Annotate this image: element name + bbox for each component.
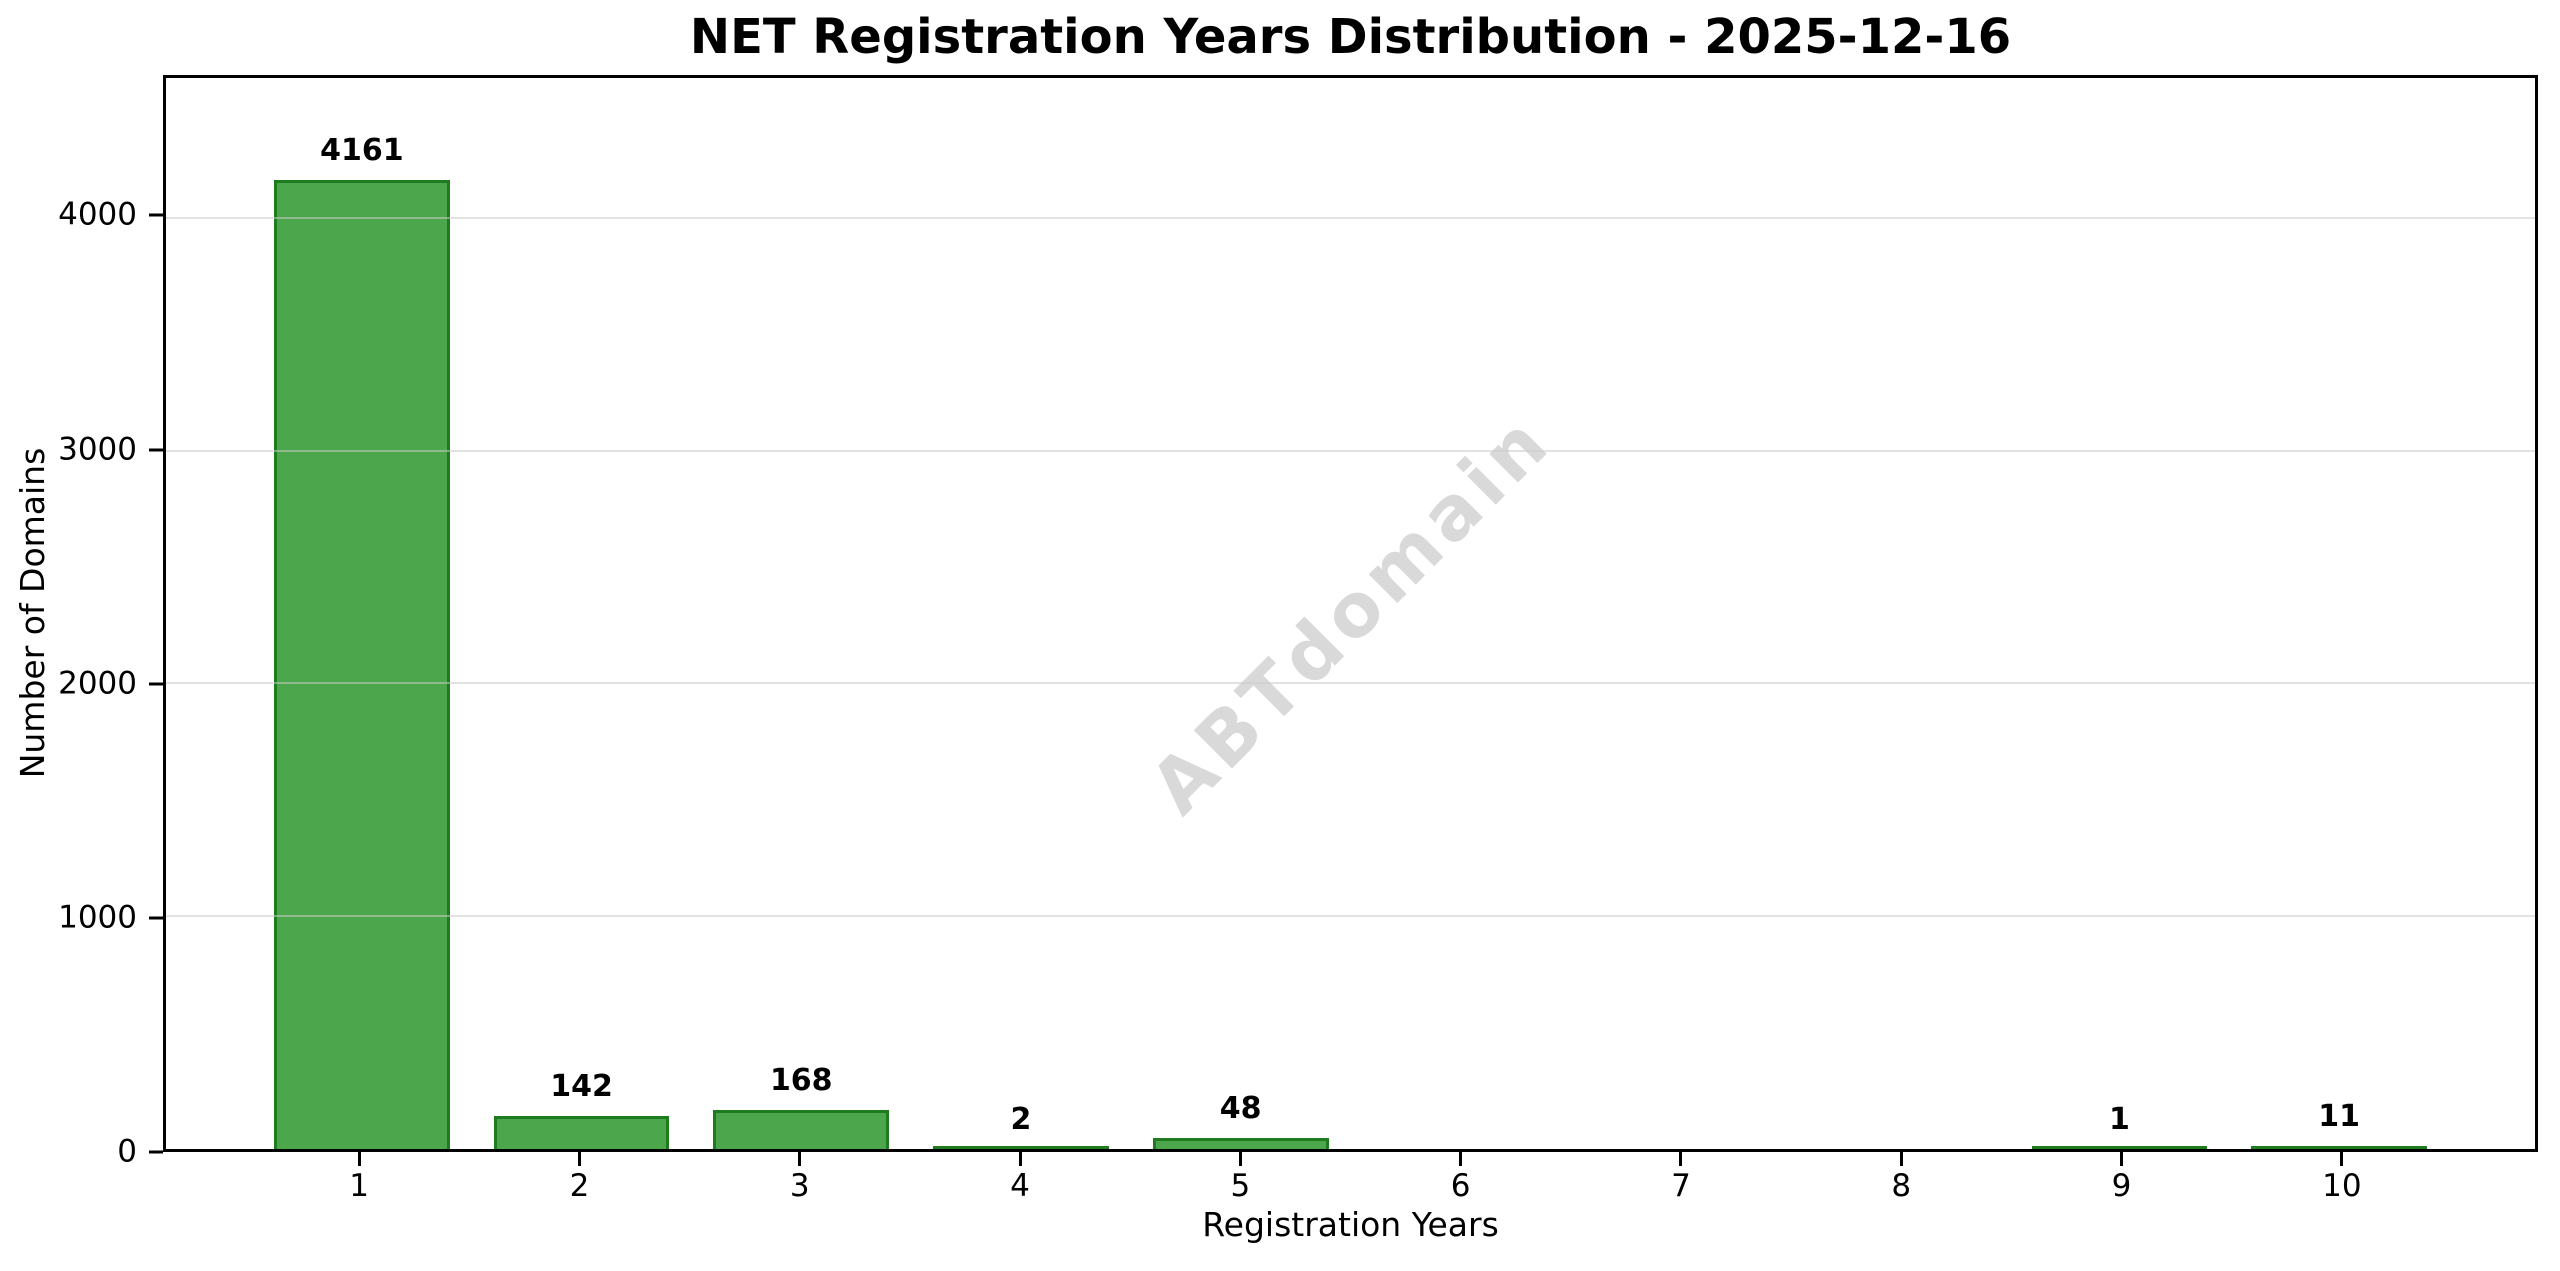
bar bbox=[2251, 1146, 2428, 1149]
x-tick-label: 9 bbox=[2111, 1168, 2132, 1204]
y-tick-mark bbox=[149, 213, 163, 217]
x-tick-label: 8 bbox=[1891, 1168, 1912, 1204]
y-tick-mark bbox=[149, 682, 163, 686]
x-tick-mark bbox=[1238, 1152, 1242, 1166]
bar-slot bbox=[1790, 78, 2010, 1149]
bar-value-label: 48 bbox=[1219, 1090, 1262, 1126]
bars-layer: 4161 142 168 2 48 1 11 bbox=[166, 78, 2535, 1149]
x-axis-label: Registration Years bbox=[1202, 1205, 1499, 1244]
chart-title: NET Registration Years Distribution - 20… bbox=[689, 9, 2012, 65]
x-tick-slot: 7 bbox=[1571, 1152, 1791, 1203]
bar-slot bbox=[1351, 78, 1571, 1149]
x-tick-slot: 1 bbox=[249, 1152, 469, 1203]
x-tick-label: 1 bbox=[349, 1168, 370, 1204]
x-tick-mark bbox=[357, 1152, 361, 1166]
plot-area: ABTdomain 4161 142 168 2 48 1 11 bbox=[163, 75, 2538, 1152]
x-tick-slot: 4 bbox=[910, 1152, 1130, 1203]
y-tick-label: 0 bbox=[117, 1133, 137, 1170]
y-tick-label: 3000 bbox=[58, 431, 137, 468]
bar bbox=[493, 1115, 670, 1149]
bar-slot: 168 bbox=[691, 78, 911, 1149]
y-tick-mark bbox=[149, 1150, 163, 1154]
x-tick-mark bbox=[1018, 1152, 1022, 1166]
x-axis: 1 2 3 4 5 6 7 8 9 10 bbox=[163, 1152, 2538, 1203]
x-tick-slot: 10 bbox=[2232, 1152, 2452, 1203]
x-tick-mark bbox=[577, 1152, 581, 1166]
x-tick-slot: 2 bbox=[469, 1152, 689, 1203]
bar-value-label: 168 bbox=[769, 1062, 833, 1098]
y-tick-mark bbox=[149, 448, 163, 452]
x-tick-label: 5 bbox=[1230, 1168, 1251, 1204]
x-tick-mark bbox=[798, 1152, 802, 1166]
x-tick-slot: 9 bbox=[2011, 1152, 2231, 1203]
bar-slot: 1 bbox=[2010, 78, 2230, 1149]
grid-line bbox=[166, 449, 2535, 452]
bar bbox=[2031, 1146, 2208, 1149]
bar-slot: 11 bbox=[2229, 78, 2449, 1149]
bar bbox=[273, 180, 450, 1149]
bar-slot: 2 bbox=[911, 78, 1131, 1149]
x-tick-mark bbox=[1899, 1152, 1903, 1166]
y-tick-label: 2000 bbox=[58, 665, 137, 702]
bar-value-label: 142 bbox=[550, 1068, 613, 1104]
grid-line bbox=[166, 682, 2535, 685]
bar-value-label: 1 bbox=[2109, 1101, 2130, 1137]
grid-line bbox=[166, 915, 2535, 918]
grid-line bbox=[166, 216, 2535, 219]
x-tick-mark bbox=[1459, 1152, 1463, 1166]
x-tick-label: 3 bbox=[789, 1168, 810, 1204]
x-tick-mark bbox=[2120, 1152, 2124, 1166]
x-tick-label: 2 bbox=[569, 1168, 590, 1204]
bar-slot: 142 bbox=[472, 78, 692, 1149]
bar-value-label: 2 bbox=[1010, 1101, 1032, 1137]
x-tick-label: 4 bbox=[1010, 1168, 1030, 1204]
bar-value-label: 11 bbox=[2318, 1099, 2361, 1135]
x-tick-label: 10 bbox=[2322, 1168, 2362, 1204]
y-tick-label: 4000 bbox=[58, 196, 137, 233]
x-tick-slot: 6 bbox=[1350, 1152, 1570, 1203]
bar-slot bbox=[1570, 78, 1790, 1149]
bar-slot: 48 bbox=[1131, 78, 1351, 1149]
x-tick-slot: 5 bbox=[1130, 1152, 1350, 1203]
y-tick-mark bbox=[149, 916, 163, 920]
x-tick-label: 7 bbox=[1671, 1168, 1691, 1204]
bar-slot: 4161 bbox=[252, 78, 472, 1149]
x-tick-mark bbox=[2340, 1152, 2344, 1166]
y-tick-label: 1000 bbox=[58, 899, 137, 936]
bar bbox=[1152, 1137, 1329, 1149]
x-tick-slot: 8 bbox=[1791, 1152, 2011, 1203]
y-axis-label: Number of Domains bbox=[13, 447, 52, 779]
y-axis: 0 1000 2000 3000 4000 bbox=[0, 75, 163, 1167]
bar-value-label: 4161 bbox=[320, 133, 404, 169]
x-tick-label: 6 bbox=[1450, 1168, 1471, 1204]
bar bbox=[933, 1146, 1109, 1149]
bar bbox=[713, 1109, 890, 1149]
x-tick-mark bbox=[1679, 1152, 1683, 1166]
x-tick-slot: 3 bbox=[690, 1152, 910, 1203]
